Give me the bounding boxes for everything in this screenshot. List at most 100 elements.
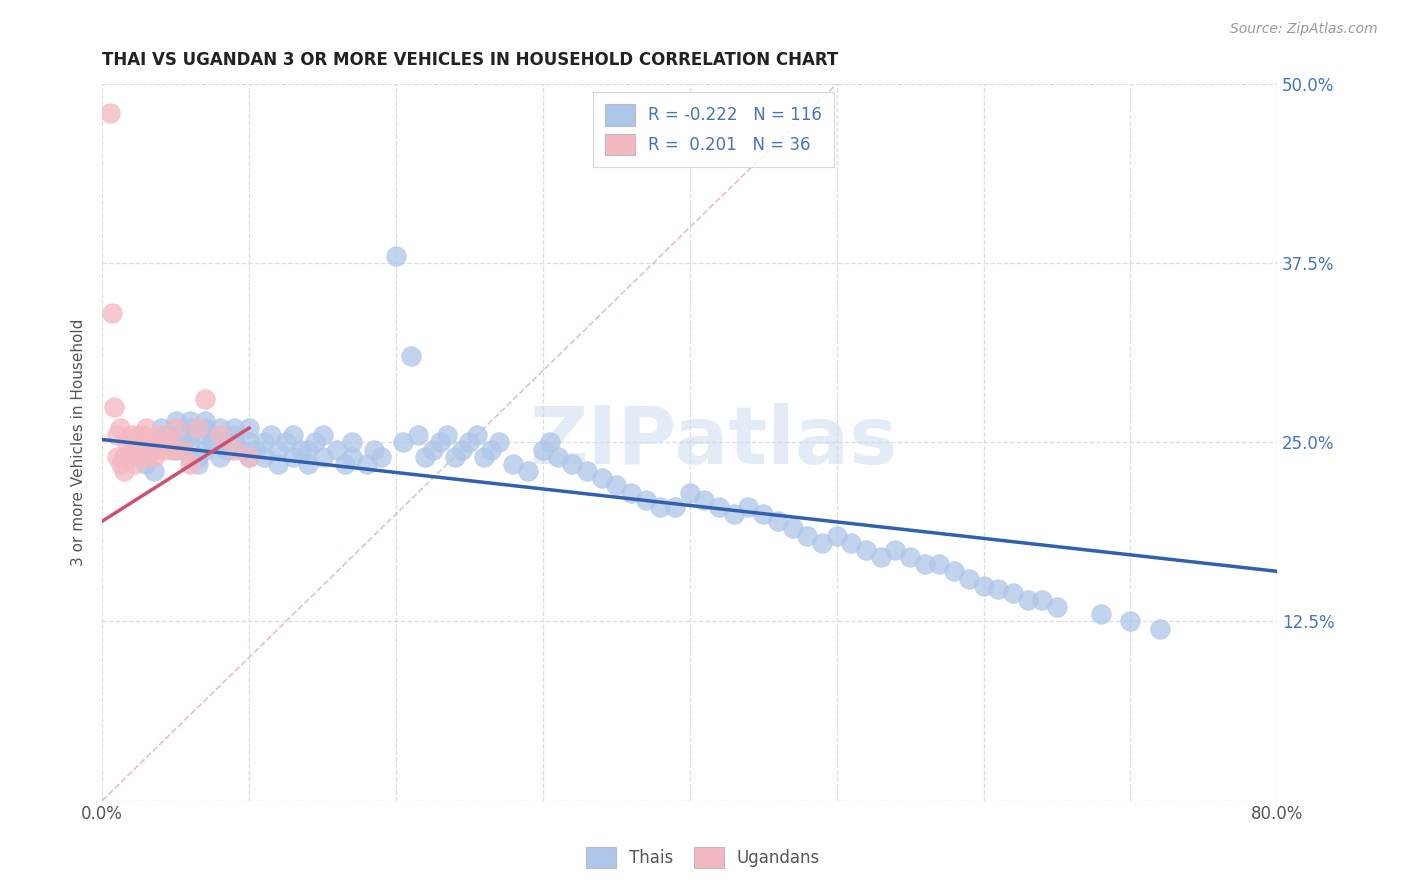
Point <box>707 500 730 514</box>
Point <box>215 442 238 457</box>
Point <box>283 450 305 464</box>
Point <box>165 442 187 457</box>
Point <box>194 414 217 428</box>
Point <box>385 249 408 263</box>
Point <box>1031 593 1053 607</box>
Point <box>752 507 775 521</box>
Point <box>208 421 231 435</box>
Point <box>208 450 231 464</box>
Point <box>208 428 231 442</box>
Point <box>121 428 143 442</box>
Point <box>162 442 184 457</box>
Legend: R = -0.222   N = 116, R =  0.201   N = 36: R = -0.222 N = 116, R = 0.201 N = 36 <box>593 93 834 167</box>
Point <box>766 514 789 528</box>
Point <box>436 428 458 442</box>
Point <box>898 549 921 564</box>
Point <box>112 450 135 464</box>
Point <box>253 450 276 464</box>
Point <box>172 435 194 450</box>
Text: THAI VS UGANDAN 3 OR MORE VEHICLES IN HOUSEHOLD CORRELATION CHART: THAI VS UGANDAN 3 OR MORE VEHICLES IN HO… <box>103 51 838 69</box>
Point <box>98 105 121 120</box>
Point <box>238 450 260 464</box>
Point <box>297 442 319 457</box>
Point <box>179 414 201 428</box>
Point <box>869 549 891 564</box>
Point <box>605 478 627 492</box>
Point <box>238 421 260 435</box>
Point <box>142 464 165 478</box>
Point <box>679 485 702 500</box>
Point <box>124 442 146 457</box>
Point <box>231 442 253 457</box>
Point <box>488 435 510 450</box>
Point <box>267 442 290 457</box>
Point <box>224 442 246 457</box>
Point <box>620 485 643 500</box>
Point <box>142 435 165 450</box>
Point <box>149 435 172 450</box>
Point <box>363 442 385 457</box>
Point <box>194 392 217 407</box>
Point <box>356 457 378 471</box>
Point <box>187 421 209 435</box>
Point <box>132 428 155 442</box>
Point <box>224 428 246 442</box>
Point <box>517 464 540 478</box>
Point <box>1001 586 1024 600</box>
Point <box>179 457 201 471</box>
Point <box>224 421 246 435</box>
Legend: Thais, Ugandans: Thais, Ugandans <box>579 840 827 875</box>
Point <box>149 428 172 442</box>
Point <box>443 450 465 464</box>
Point <box>538 435 561 450</box>
Point <box>283 428 305 442</box>
Point <box>422 442 444 457</box>
Point <box>290 442 312 457</box>
Point <box>370 450 392 464</box>
Point <box>172 442 194 457</box>
Point <box>124 457 146 471</box>
Point <box>118 450 141 464</box>
Point <box>472 450 495 464</box>
Point <box>561 457 583 471</box>
Point <box>458 435 481 450</box>
Point <box>115 435 138 450</box>
Point <box>179 421 201 435</box>
Point <box>451 442 474 457</box>
Point <box>121 442 143 457</box>
Text: ZIPatlas: ZIPatlas <box>529 403 897 482</box>
Point <box>165 421 187 435</box>
Point <box>340 450 363 464</box>
Point <box>238 450 260 464</box>
Point <box>782 521 804 535</box>
Point <box>165 428 187 442</box>
Point <box>179 428 201 442</box>
Point <box>165 414 187 428</box>
Point <box>157 428 180 442</box>
Point <box>201 428 224 442</box>
Point <box>1119 615 1142 629</box>
Point <box>165 435 187 450</box>
Point <box>311 428 333 442</box>
Point <box>128 442 150 457</box>
Point <box>340 435 363 450</box>
Point <box>179 450 201 464</box>
Point <box>253 435 276 450</box>
Point <box>224 435 246 450</box>
Point <box>142 450 165 464</box>
Point <box>187 457 209 471</box>
Point <box>105 450 128 464</box>
Point <box>723 507 745 521</box>
Point <box>502 457 524 471</box>
Point <box>943 565 966 579</box>
Point <box>987 582 1010 596</box>
Point <box>172 442 194 457</box>
Text: Source: ZipAtlas.com: Source: ZipAtlas.com <box>1230 22 1378 37</box>
Point <box>737 500 759 514</box>
Point <box>914 557 936 571</box>
Point <box>146 442 169 457</box>
Point <box>110 457 132 471</box>
Y-axis label: 3 or more Vehicles in Household: 3 or more Vehicles in Household <box>72 318 86 566</box>
Point <box>326 442 349 457</box>
Point <box>194 442 217 457</box>
